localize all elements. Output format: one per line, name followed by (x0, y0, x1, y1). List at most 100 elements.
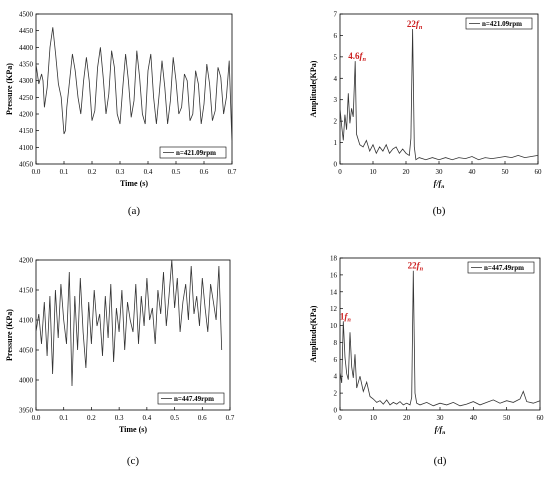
legend-box (157, 392, 225, 405)
y-tick-label: 10 (330, 322, 338, 330)
x-tick-label: 60 (537, 414, 545, 422)
legend-box (467, 261, 535, 274)
legend-label: n=421.09rpm (176, 149, 216, 157)
x-tick-label: 0 (338, 414, 342, 422)
y-tick-label: 4100 (19, 144, 34, 152)
x-tick-label: 0.6 (198, 414, 207, 422)
y-tick-label: 4 (334, 373, 338, 381)
chart-b: 0 10 20 30 40 50 60 0 1 2 3 4 5 6 7 f/fn Amplitude(KPa) n… (309, 11, 542, 191)
plot-frame (339, 13, 539, 165)
x-tick-label: 0.1 (60, 168, 69, 176)
y-tick-label: 4 (334, 75, 338, 83)
panel-caption: (d) (434, 455, 447, 467)
peak-annotation: 22fn (408, 261, 424, 273)
y-tick-label: 4150 (19, 287, 34, 295)
x-tick-label: 10 (370, 168, 378, 176)
x-tick-label: 0.0 (32, 168, 41, 176)
y-tick-label: 14 (330, 288, 338, 296)
x-tick-label: 0.5 (172, 168, 181, 176)
x-axis-label: f/fn (434, 179, 445, 190)
y-tick-label: 7 (334, 11, 338, 19)
y-tick-label: 4450 (19, 27, 34, 35)
x-tick-label: 0.4 (144, 168, 153, 176)
y-tick-label: 4000 (19, 377, 34, 385)
legend-box (465, 17, 533, 30)
x-tick-label: 20 (403, 168, 411, 176)
x-axis-label: f/fn (435, 425, 446, 436)
y-tick-label: 4050 (19, 347, 34, 355)
x-tick-label: 20 (403, 414, 411, 422)
y-tick-label: 4500 (19, 11, 34, 19)
chart-d: 0 10 20 30 40 50 60 0 2 4 6 8 10 12 14 16 18 f/fn Amplitud… (309, 255, 544, 437)
x-tick-label: 0.6 (200, 168, 209, 176)
x-tick-label: 60 (535, 168, 543, 176)
plot-frame (35, 13, 233, 165)
panel-caption: (a) (128, 205, 141, 217)
x-tick-label: 0.7 (226, 414, 235, 422)
x-tick-label: 0.0 (32, 414, 41, 422)
legend-label: n=421.09rpm (482, 20, 522, 28)
x-tick-label: 0.5 (170, 414, 179, 422)
y-tick-label: 2 (334, 118, 338, 126)
y-tick-label: 1 (334, 139, 338, 147)
y-tick-label: 4300 (19, 77, 34, 85)
x-tick-label: 0.3 (115, 414, 124, 422)
y-tick-label: 4400 (19, 44, 34, 52)
x-tick-label: 40 (470, 414, 478, 422)
y-tick-label: 4200 (19, 257, 34, 265)
plot-frame (339, 257, 541, 411)
panel-caption: (b) (433, 205, 446, 217)
y-tick-label: 4250 (19, 94, 34, 102)
y-axis-label: Amplitude(KPa) (309, 305, 318, 362)
x-tick-label: 0 (338, 168, 342, 176)
y-tick-label: 3 (334, 96, 338, 104)
y-axis-label: Amplitude(KPa) (309, 60, 318, 117)
y-tick-label: 4050 (19, 161, 34, 169)
x-tick-label: 0.2 (87, 414, 96, 422)
plot-frame (35, 259, 231, 411)
legend-label: n=447.49rpm (484, 264, 524, 272)
series-line (339, 270, 541, 407)
x-tick-label: 0.4 (142, 414, 151, 422)
y-axis-label: Pressure (KPa) (5, 63, 14, 115)
x-tick-label: 0.1 (59, 414, 68, 422)
y-tick-label: 5 (334, 53, 338, 61)
peak-annotation: 22fn (407, 19, 423, 31)
x-tick-label: 50 (502, 168, 510, 176)
series-line (35, 259, 223, 387)
peak-annotation: 1fn (340, 311, 352, 323)
y-tick-label: 4150 (19, 127, 34, 135)
x-tick-label: 40 (469, 168, 477, 176)
x-axis-label: Time (s) (120, 179, 148, 188)
chart-a: 0.0 0.1 0.2 0.3 0.4 0.5 0.6 0.7 4050 4100 4150 4200… (5, 11, 237, 189)
y-tick-label: 3950 (19, 407, 34, 415)
series-line (35, 27, 233, 145)
chart-c: 0.0 0.1 0.2 0.3 0.4 0.5 0.6 0.7 3950 4000 4050 4100… (5, 257, 235, 435)
y-tick-label: 6 (334, 356, 338, 364)
y-tick-label: 8 (334, 339, 338, 347)
series-line (339, 28, 539, 161)
x-tick-label: 10 (370, 414, 378, 422)
y-tick-label: 6 (334, 32, 338, 40)
x-axis-label: Time (s) (119, 425, 147, 434)
y-tick-label: 4100 (19, 317, 34, 325)
y-tick-label: 12 (330, 305, 338, 313)
y-tick-label: 4200 (19, 111, 34, 119)
y-tick-label: 0 (334, 407, 338, 415)
x-tick-label: 0.7 (228, 168, 237, 176)
y-tick-label: 16 (330, 271, 338, 279)
y-tick-label: 4350 (19, 61, 34, 69)
x-tick-label: 0.2 (88, 168, 97, 176)
x-tick-label: 30 (437, 414, 445, 422)
x-tick-label: 50 (503, 414, 511, 422)
y-tick-label: 0 (334, 161, 338, 169)
peak-annotation: 4.6fn (348, 51, 366, 63)
legend-label: n=447.49rpm (174, 395, 214, 403)
y-axis-label: Pressure (KPa) (5, 309, 14, 361)
legend-box (159, 146, 227, 159)
x-tick-label: 30 (436, 168, 444, 176)
x-tick-label: 0.3 (116, 168, 125, 176)
y-tick-label: 18 (330, 255, 338, 263)
y-tick-label: 2 (334, 390, 338, 398)
